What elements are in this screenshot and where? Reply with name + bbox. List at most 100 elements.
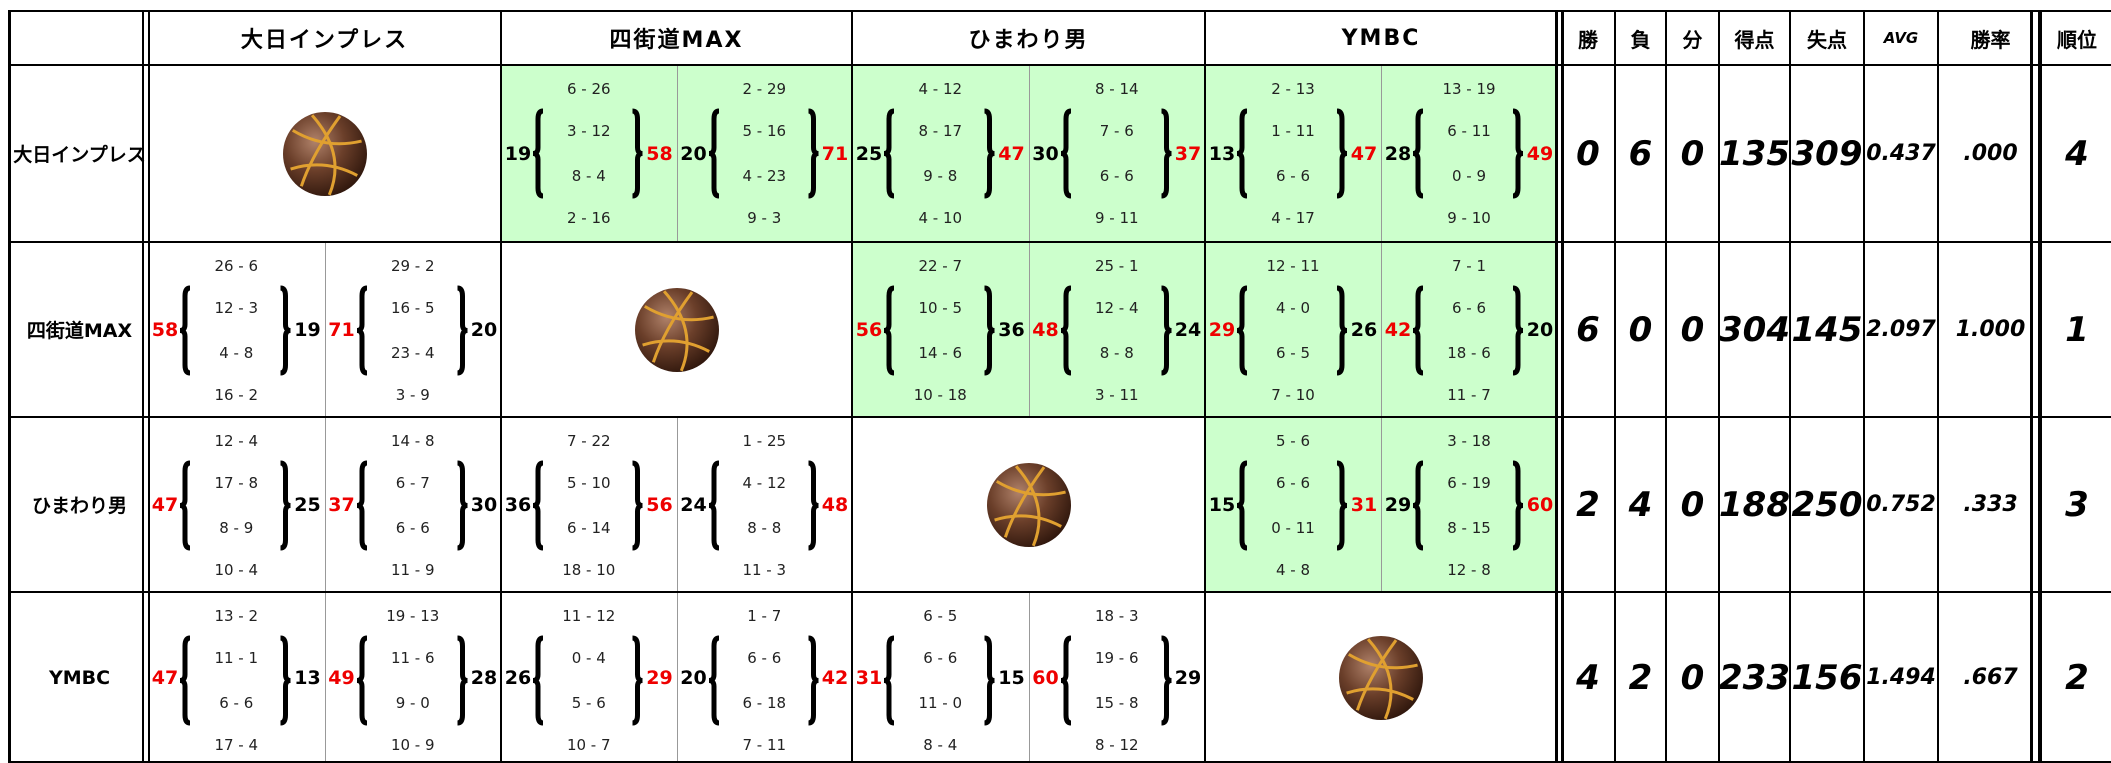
quarter-score: 6 - 6 [1275,167,1311,185]
basketball-icon [986,462,1071,547]
stat-value: 135 [1719,133,1790,174]
rule [8,591,2111,593]
stat-header: 勝 [1578,27,1598,52]
quarter-score: 3 - 11 [1094,386,1139,404]
quarter-score: 13 - 2 [214,607,259,625]
game-total: 30 [470,493,498,516]
game-total: 36 [504,493,532,516]
stat-value: 2.097 [1866,317,1936,342]
brace [1060,285,1071,376]
braces [356,635,468,726]
game-divider [676,592,678,763]
quarter-score: 10 - 7 [566,736,611,754]
game-total: 47 [151,493,179,516]
stat-value: 4 [1628,484,1653,525]
game-total: 26 [1350,318,1378,341]
brace [632,635,643,726]
game-divider [1381,417,1382,592]
game-total: 26 [504,666,532,689]
quarter-score: 9 - 0 [395,694,430,712]
quarter-score: 7 - 11 [742,736,787,754]
quarter-score: 5 - 6 [1275,432,1311,450]
rule [148,10,150,763]
rule [1863,10,1865,763]
game-total: 25 [855,142,883,165]
quarter-score: 6 - 6 [219,694,254,712]
stat-value: 0 [1680,657,1705,698]
stat-value: 233 [1719,657,1790,698]
stat-value: 0.437 [1866,141,1936,166]
quarter-score: 3 - 9 [395,386,430,404]
quarter-score: 19 - 6 [1094,649,1139,667]
stat-value: 1.000 [1955,317,2026,342]
quarter-score: 7 - 22 [566,432,611,450]
quarter-score: 12 - 4 [214,432,259,450]
stat-header: 得点 [1734,27,1775,52]
stat-value: 0 [1628,309,1653,350]
quarter-score: 1 - 7 [747,607,782,625]
braces [179,635,291,726]
stat-value: 6 [1628,133,1653,174]
rule [2030,10,2033,763]
rule [1789,10,1791,763]
quarter-score: 7 - 1 [1451,257,1487,275]
stat-value: 309 [1791,133,1863,174]
game-divider [1381,242,1382,417]
quarter-score: 22 - 7 [918,257,963,275]
brace [356,285,367,376]
quarter-score: 8 - 9 [219,519,254,537]
rule [8,10,11,763]
brace [632,460,643,551]
braces [708,108,819,199]
game-total: 13 [1208,142,1236,165]
braces [883,635,995,726]
game-total: 20 [470,318,498,341]
quarter-score: 5 - 10 [566,474,611,492]
quarter-score: 8 - 15 [1447,519,1491,537]
basketball-icon [1339,635,1423,720]
game-divider [676,65,678,242]
game-total: 60 [1526,493,1554,516]
basketball-icon [282,111,367,196]
braces [1060,285,1172,376]
game-total: 20 [680,666,707,689]
quarter-score: 4 - 8 [1275,561,1311,579]
quarter-score: 13 - 19 [1442,80,1496,98]
rule [1561,10,1564,763]
brace [984,285,995,376]
stat-value: 145 [1791,309,1863,350]
row-label: 四街道MAX [26,320,133,342]
brace [1160,108,1172,199]
game-divider [324,592,326,763]
game-total: 37 [328,493,355,516]
brace [1336,285,1348,376]
quarter-score: 4 - 12 [742,474,787,492]
braces [1236,285,1348,376]
quarter-score: 14 - 6 [918,344,963,362]
quarter-score: 25 - 1 [1094,257,1139,275]
stat-value: 6 [1576,309,1600,350]
quarter-score: 6 - 6 [1099,167,1134,185]
brace [356,460,367,551]
quarter-score: 18 - 3 [1094,607,1139,625]
stat-value: 0 [1680,484,1705,525]
braces [179,460,291,551]
quarter-score: 10 - 9 [390,736,435,754]
brace [807,460,819,551]
stat-value: 156 [1791,657,1863,698]
brace [1412,460,1424,551]
game-divider [676,417,678,592]
brace [532,635,544,726]
braces [708,635,819,726]
game-total: 56 [855,318,883,341]
quarter-score: 2 - 29 [742,80,787,98]
quarter-score: 8 - 14 [1094,80,1139,98]
stat-value: .333 [1963,492,2018,517]
stat-value: 4 [1576,657,1600,698]
quarter-score: 1 - 11 [1271,122,1315,140]
stat-header: 勝率 [1970,27,2011,52]
game-total: 13 [294,666,321,689]
brace [179,635,191,726]
game-total: 31 [1350,493,1378,516]
quarter-score: 6 - 6 [395,519,430,537]
